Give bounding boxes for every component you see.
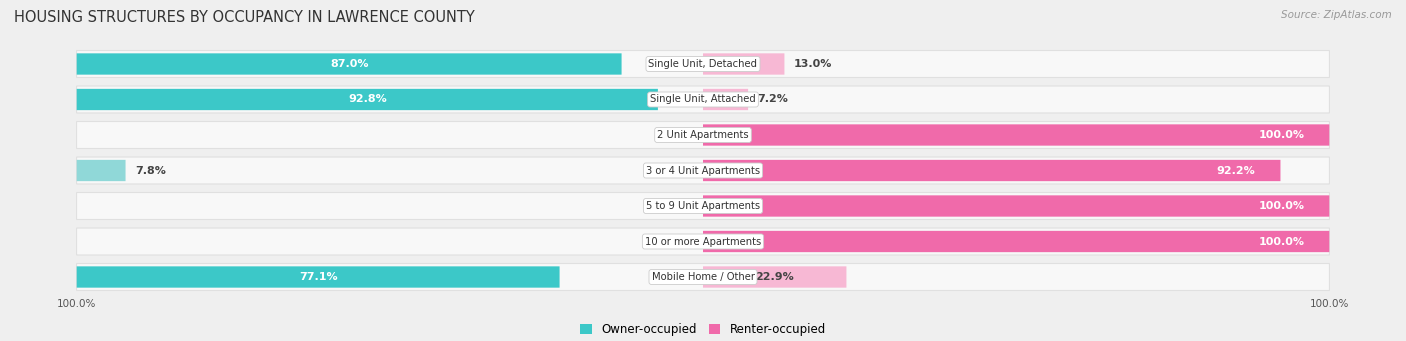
FancyBboxPatch shape [77,266,560,288]
Text: Mobile Home / Other: Mobile Home / Other [651,272,755,282]
Text: Source: ZipAtlas.com: Source: ZipAtlas.com [1281,10,1392,20]
FancyBboxPatch shape [76,157,1330,184]
FancyBboxPatch shape [76,264,1330,291]
FancyBboxPatch shape [76,50,1330,77]
FancyBboxPatch shape [76,86,1330,113]
FancyBboxPatch shape [703,266,846,288]
FancyBboxPatch shape [703,160,1281,181]
Text: Single Unit, Attached: Single Unit, Attached [650,94,756,104]
FancyBboxPatch shape [703,53,785,75]
Text: 5 to 9 Unit Apartments: 5 to 9 Unit Apartments [645,201,761,211]
FancyBboxPatch shape [703,89,748,110]
FancyBboxPatch shape [77,160,125,181]
Text: 77.1%: 77.1% [299,272,337,282]
FancyBboxPatch shape [703,231,1329,252]
Text: Single Unit, Detached: Single Unit, Detached [648,59,758,69]
Text: 92.8%: 92.8% [347,94,387,104]
FancyBboxPatch shape [76,228,1330,255]
FancyBboxPatch shape [703,195,1329,217]
Text: 100.0%: 100.0% [1258,130,1305,140]
Text: 22.9%: 22.9% [755,272,794,282]
Text: 100.0%: 100.0% [1309,299,1348,309]
FancyBboxPatch shape [76,121,1330,148]
Text: 100.0%: 100.0% [1258,237,1305,247]
FancyBboxPatch shape [703,124,1329,146]
Text: 92.2%: 92.2% [1216,165,1256,176]
FancyBboxPatch shape [77,53,621,75]
Text: 13.0%: 13.0% [794,59,832,69]
Text: 100.0%: 100.0% [1258,201,1305,211]
Text: 0.0%: 0.0% [659,237,690,247]
Text: 3 or 4 Unit Apartments: 3 or 4 Unit Apartments [645,165,761,176]
Text: 100.0%: 100.0% [58,299,97,309]
Text: 2 Unit Apartments: 2 Unit Apartments [657,130,749,140]
Text: 7.2%: 7.2% [758,94,789,104]
Legend: Owner-occupied, Renter-occupied: Owner-occupied, Renter-occupied [575,318,831,341]
FancyBboxPatch shape [76,193,1330,220]
Text: 0.0%: 0.0% [659,201,690,211]
Text: 0.0%: 0.0% [659,130,690,140]
Text: 87.0%: 87.0% [330,59,368,69]
Text: 7.8%: 7.8% [135,165,166,176]
FancyBboxPatch shape [77,89,658,110]
Text: HOUSING STRUCTURES BY OCCUPANCY IN LAWRENCE COUNTY: HOUSING STRUCTURES BY OCCUPANCY IN LAWRE… [14,10,475,25]
Text: 10 or more Apartments: 10 or more Apartments [645,237,761,247]
